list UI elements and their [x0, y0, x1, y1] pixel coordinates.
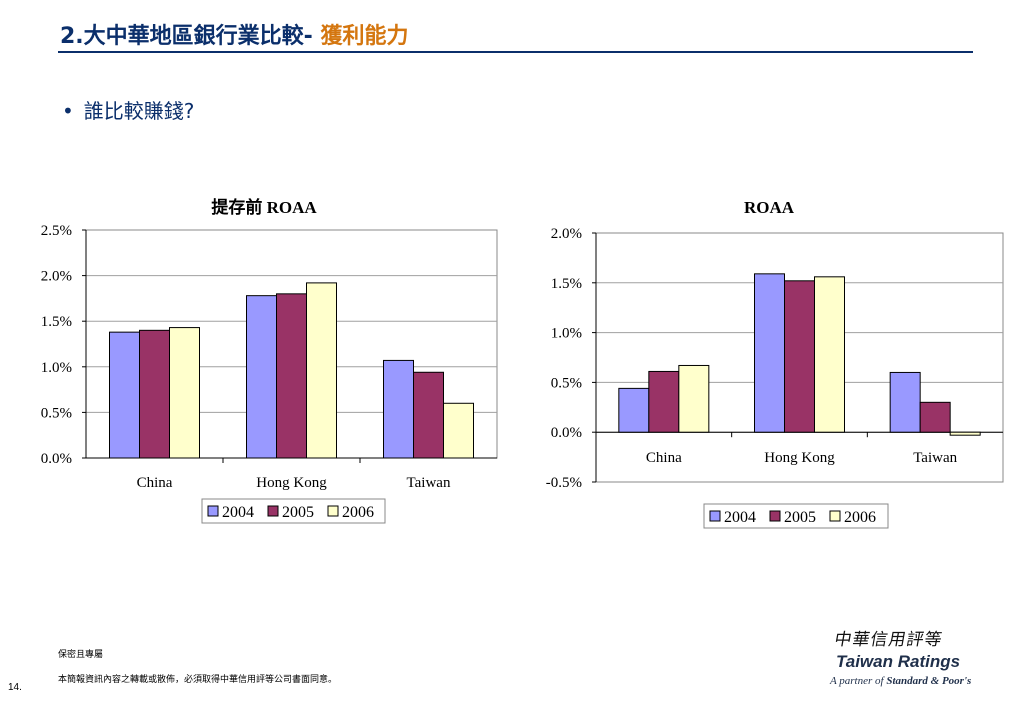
c1-bar-hong-kong-2004 — [246, 295, 277, 459]
page-number: 14. — [8, 682, 22, 693]
c1-legend-label-2006: 2006 — [342, 504, 374, 521]
c1-ytick-label: 1.5% — [41, 314, 72, 330]
c2-category-label: Hong Kong — [764, 450, 835, 466]
c2-ytick-label: 1.5% — [551, 276, 582, 292]
page-title-accent: 獲利能力 — [320, 24, 409, 49]
c1-bar-hong-kong-2006 — [306, 282, 337, 459]
c2-legend-swatch-2004 — [709, 510, 721, 522]
c1-bar-taiwan-2005 — [413, 371, 444, 459]
c2-legend-label-2006: 2006 — [844, 509, 876, 526]
c1-ytick-label: 1.0% — [41, 360, 72, 376]
c2-category-label: Taiwan — [913, 450, 957, 466]
c2-category-label: China — [646, 450, 682, 466]
c2-bar-taiwan-2006 — [949, 431, 981, 436]
taiwan-ratings-logo: 中華信用評等 Taiwan Ratings A partner of Stand… — [830, 625, 980, 687]
c1-legend-swatch-2004 — [207, 505, 219, 517]
c2-legend-label-2004: 2004 — [724, 509, 756, 526]
title-divider — [58, 51, 973, 53]
c2-legend-label-2005: 2005 — [784, 509, 816, 526]
bullet-point: • 誰比較賺錢? — [62, 95, 194, 124]
c1-title: 提存前 ROAA — [211, 197, 317, 217]
c1-bar-china-2005 — [139, 329, 170, 459]
c2-ytick-label: 0.5% — [551, 375, 582, 391]
c2-bar-taiwan-2005 — [919, 401, 951, 433]
c1-legend-label-2005: 2005 — [282, 504, 314, 521]
c2-bar-hong-kong-2006 — [814, 276, 845, 433]
page-title-main: 2.大中華地區銀行業比較- — [60, 24, 313, 49]
logo-partner-line: A partner of Standard & Poor's — [830, 675, 980, 687]
c2-bar-hong-kong-2005 — [784, 280, 815, 433]
c1-bar-china-2004 — [109, 331, 140, 459]
logo-chinese-text: 中華信用評等 — [832, 630, 945, 650]
c1-legend-label-2004: 2004 — [222, 504, 254, 521]
c2-ytick-label: 2.0% — [551, 226, 582, 242]
footer-disclaimer: 本簡報資訊內容之轉載或散佈，必須取得中華信用評等公司書面同意。 — [58, 675, 338, 685]
c2-bar-hong-kong-2004 — [754, 273, 785, 433]
c1-ytick-label: 0.5% — [41, 405, 72, 421]
logo-partner-prefix: A partner of — [830, 675, 884, 687]
c1-bar-china-2006 — [169, 327, 200, 459]
c1-legend-swatch-2005 — [267, 505, 279, 517]
c2-bar-china-2005 — [648, 370, 680, 433]
c1-legend — [201, 498, 386, 524]
c2-bar-china-2004 — [618, 387, 650, 433]
c2-ytick-label: 0.0% — [551, 425, 582, 441]
bullet-text: 誰比較賺錢? — [83, 99, 195, 123]
footer-confidential: 保密且專屬 — [58, 650, 104, 660]
c2-ytick-label: -0.5% — [546, 475, 582, 491]
c2-title: ROAA — [744, 198, 795, 217]
c2-legend-swatch-2005 — [769, 510, 781, 522]
c1-ytick-label: 2.0% — [41, 269, 72, 285]
page-title: 2.大中華地區銀行業比較- 獲利能力 — [60, 18, 408, 50]
logo-english-text: Taiwan Ratings — [836, 652, 961, 671]
c1-ytick-label: 0.0% — [41, 451, 72, 467]
c2-bar-china-2006 — [678, 364, 710, 433]
bullet-dot-icon: • — [62, 99, 74, 123]
c1-bar-taiwan-2006 — [443, 402, 474, 459]
c1-bar-taiwan-2004 — [383, 359, 414, 459]
c1-legend-swatch-2006 — [327, 505, 339, 517]
logo-partner-brand: Standard & Poor's — [886, 675, 972, 687]
c2-legend-swatch-2006 — [829, 510, 841, 522]
c1-ytick-label: 2.5% — [41, 223, 72, 239]
c1-category-label: Hong Kong — [256, 475, 327, 491]
c2-bar-taiwan-2004 — [889, 371, 921, 433]
c2-ytick-label: 1.0% — [551, 326, 582, 342]
c1-category-label: China — [137, 475, 173, 491]
c2-legend — [703, 503, 889, 529]
c1-category-label: Taiwan — [407, 475, 451, 491]
